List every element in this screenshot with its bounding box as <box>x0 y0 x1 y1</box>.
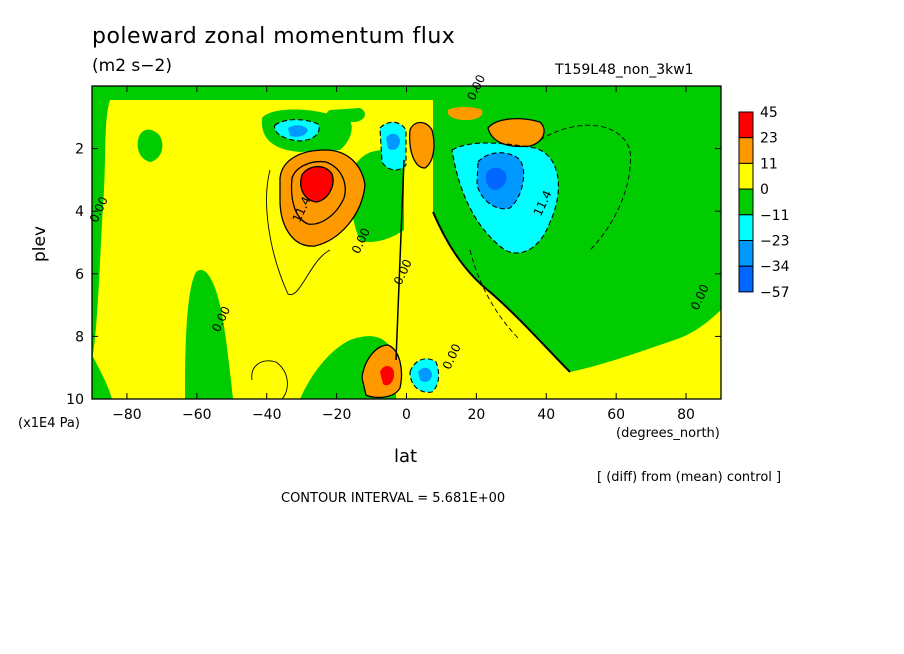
y-tick-label: 4 <box>75 204 84 220</box>
colorbar-label: 45 <box>760 105 778 121</box>
colorbar-swatch <box>738 188 754 216</box>
x-tick-label: 20 <box>467 407 485 423</box>
comparison-note: [ (diff) from (mean) control ] <box>597 470 782 485</box>
x-tick-label: 80 <box>677 407 695 423</box>
x-axis-label: lat <box>394 446 418 467</box>
x-tick-label: −80 <box>112 407 142 423</box>
chart-units: (m2 s−2) <box>92 56 172 76</box>
y-axis-unit: (x1E4 Pa) <box>18 416 80 431</box>
red-core-sh <box>300 166 334 202</box>
x-tick-label: 60 <box>607 407 625 423</box>
red-core-lower <box>380 366 395 386</box>
y-tick-label: 6 <box>75 267 84 283</box>
colorbar-swatch <box>738 137 754 164</box>
run-id: T159L48_non_3kw1 <box>555 62 694 78</box>
contour-field <box>92 86 721 399</box>
chart-title: poleward zonal momentum flux <box>92 24 456 49</box>
colorbar-label: −23 <box>760 234 790 250</box>
x-tick-label: −60 <box>182 407 212 423</box>
colorbar-swatch <box>738 214 754 242</box>
x-axis-unit: (degrees_north) <box>616 426 720 441</box>
y-axis-label: plev <box>30 225 50 262</box>
colorbar-swatch <box>738 265 754 293</box>
colorbar-swatch <box>738 240 754 267</box>
x-tick-label: 40 <box>537 407 555 423</box>
x-axis-ticks: −80 −60 −40 −20 0 20 40 60 80 <box>112 86 695 423</box>
green-region-sh-edge <box>92 86 110 360</box>
y-tick-label: 10 <box>66 392 84 408</box>
contour-interval: CONTOUR INTERVAL = 5.681E+00 <box>281 491 506 506</box>
x-tick-label: 0 <box>402 407 411 423</box>
green-blob-sh-lower <box>185 269 233 399</box>
colorbar-label: −57 <box>760 285 790 301</box>
colorbar-legend: 45 23 11 0 −11 −23 −34 −57 <box>738 105 790 301</box>
y-axis-ticks: 2 4 6 8 10 <box>66 142 721 408</box>
yellow-region-nh-surface <box>565 310 721 399</box>
colorbar-swatch <box>738 162 754 190</box>
x-tick-label: −20 <box>322 407 352 423</box>
colorbar-label: −11 <box>760 208 790 224</box>
colorbar-label: 11 <box>760 156 778 172</box>
green-top-strip <box>92 86 721 100</box>
y-tick-label: 2 <box>75 142 84 158</box>
y-tick-label: 8 <box>75 329 84 345</box>
orange-region-nh-upper <box>488 118 545 147</box>
colorbar-label: 0 <box>760 182 769 198</box>
colorbar-label: −34 <box>760 259 790 275</box>
colorbar-swatch <box>738 111 754 139</box>
x-tick-label: −40 <box>252 407 282 423</box>
colorbar-label: 23 <box>760 131 778 147</box>
